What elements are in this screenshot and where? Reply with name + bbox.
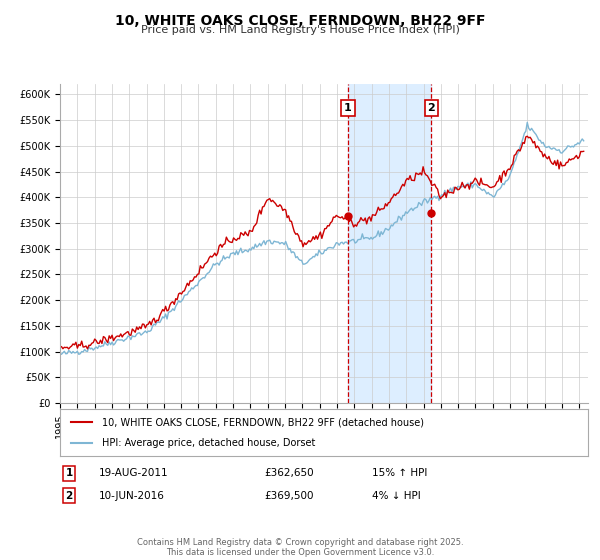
Text: Contains HM Land Registry data © Crown copyright and database right 2025.
This d: Contains HM Land Registry data © Crown c… xyxy=(137,538,463,557)
Text: £369,500: £369,500 xyxy=(264,491,314,501)
Text: HPI: Average price, detached house, Dorset: HPI: Average price, detached house, Dors… xyxy=(102,438,316,448)
Text: 4% ↓ HPI: 4% ↓ HPI xyxy=(372,491,421,501)
Text: 1: 1 xyxy=(344,103,352,113)
Text: 19-AUG-2011: 19-AUG-2011 xyxy=(99,468,169,478)
Text: 10-JUN-2016: 10-JUN-2016 xyxy=(99,491,165,501)
Text: £362,650: £362,650 xyxy=(264,468,314,478)
Text: 10, WHITE OAKS CLOSE, FERNDOWN, BH22 9FF: 10, WHITE OAKS CLOSE, FERNDOWN, BH22 9FF xyxy=(115,14,485,28)
Text: 2: 2 xyxy=(65,491,73,501)
Bar xyxy=(348,84,431,403)
Text: 2: 2 xyxy=(427,103,435,113)
Text: 10, WHITE OAKS CLOSE, FERNDOWN, BH22 9FF (detached house): 10, WHITE OAKS CLOSE, FERNDOWN, BH22 9FF… xyxy=(102,417,424,427)
Text: Price paid vs. HM Land Registry's House Price Index (HPI): Price paid vs. HM Land Registry's House … xyxy=(140,25,460,35)
Text: 15% ↑ HPI: 15% ↑ HPI xyxy=(372,468,427,478)
Text: 1: 1 xyxy=(65,468,73,478)
